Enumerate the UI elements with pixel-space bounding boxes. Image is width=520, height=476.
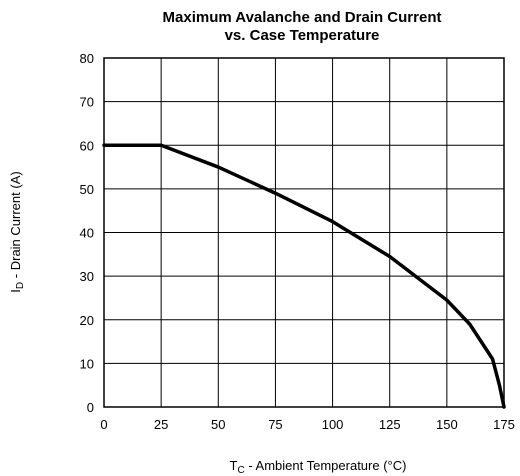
x-axis-label-main: T <box>230 458 238 473</box>
x-tick-label: 50 <box>211 417 225 432</box>
x-axis-label-subscript: C <box>237 465 244 476</box>
x-tick-label: 100 <box>322 417 344 432</box>
y-axis-label: ID - Drain Current (A) <box>8 171 26 292</box>
y-tick-label: 40 <box>80 226 94 241</box>
y-tick-label: 20 <box>80 313 94 328</box>
y-axis-label-subscript: D <box>15 282 26 289</box>
y-tick-label: 70 <box>80 95 94 110</box>
x-axis-label: TC - Ambient Temperature (°C) <box>230 458 407 476</box>
x-tick-label: 75 <box>268 417 282 432</box>
y-tick-label: 60 <box>80 138 94 153</box>
y-tick-label: 30 <box>80 269 94 284</box>
x-tick-label: 25 <box>154 417 168 432</box>
plot-area-frame <box>103 57 505 408</box>
y-axis-label-main: I <box>8 289 23 293</box>
x-tick-label: 175 <box>493 417 515 432</box>
x-tick-label: 150 <box>436 417 458 432</box>
series-line <box>102 143 506 409</box>
x-tick-label: 125 <box>379 417 401 432</box>
y-tick-label: 50 <box>80 182 94 197</box>
x-axis-label-rest: - Ambient Temperature (°C) <box>245 458 407 473</box>
y-tick-label: 80 <box>80 51 94 66</box>
y-tick-label: 10 <box>80 356 94 371</box>
x-tick-label: 0 <box>100 417 107 432</box>
chart-title-line1: Maximum Avalanche and Drain Current <box>163 9 442 26</box>
chart-title-line2: vs. Case Temperature <box>225 27 380 44</box>
y-tick-label: 0 <box>87 400 94 415</box>
y-axis-label-rest: - Drain Current (A) <box>8 171 23 282</box>
